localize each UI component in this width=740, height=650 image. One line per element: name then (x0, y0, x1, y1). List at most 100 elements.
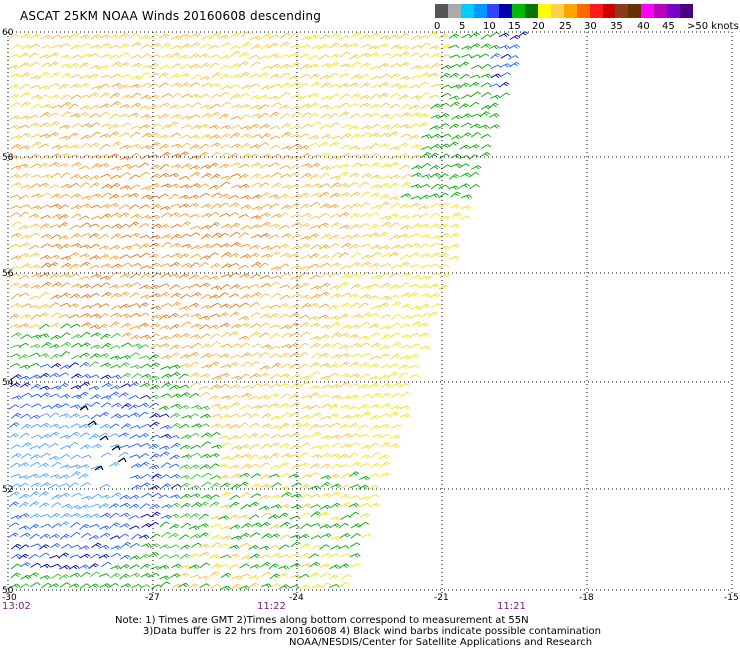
wind-barb (8, 64, 20, 70)
wind-barb (439, 273, 451, 278)
wind-barb (480, 105, 492, 110)
wind-barb (138, 223, 150, 228)
wind-barb (239, 342, 251, 348)
wind-barb (101, 382, 112, 388)
wind-barb (290, 105, 302, 111)
wind-barb (368, 313, 380, 318)
wind-barb (188, 583, 199, 589)
wind-barb (31, 141, 42, 148)
wind-barb (130, 443, 141, 448)
wind-barb (30, 104, 42, 109)
wind-barb (428, 152, 439, 159)
wind-barb (139, 382, 151, 388)
wind-barb (438, 252, 450, 258)
wind-barb (378, 454, 390, 460)
wind-barb (170, 243, 181, 248)
wind-barb (370, 355, 381, 360)
wind-barb (338, 171, 350, 178)
wind-barb (30, 174, 42, 179)
wind-barb (160, 234, 172, 239)
wind-barb (260, 561, 271, 568)
wind-barb (289, 402, 301, 408)
wind-barb (50, 353, 61, 360)
wind-barb (201, 353, 212, 359)
wind-barb (80, 143, 91, 149)
wind-barb (88, 233, 100, 239)
wind-barb (69, 144, 80, 149)
wind-barb (369, 66, 381, 70)
wind-barb (308, 472, 320, 478)
wind-barb (68, 482, 79, 488)
wind-barb (371, 274, 382, 280)
wind-barb (230, 343, 242, 348)
wind-barb (128, 404, 139, 410)
wind-barb (149, 242, 160, 248)
wind-barb (140, 513, 151, 518)
wind-barb (209, 134, 221, 139)
wind-barb (320, 82, 331, 89)
wind-barb (99, 573, 110, 578)
wind-barb (70, 94, 81, 100)
wind-barb (121, 403, 132, 409)
wind-barb (418, 322, 429, 328)
wind-barb (129, 454, 140, 459)
wind-barb (201, 172, 212, 179)
wind-barb (10, 205, 21, 210)
wind-barb (280, 233, 292, 238)
wind-barb (110, 402, 122, 408)
wind-barb (59, 135, 70, 141)
wind-barb (370, 84, 382, 89)
wind-barb (379, 132, 391, 138)
wind-barb (291, 493, 302, 499)
wind-barb (49, 273, 60, 279)
wind-barb (218, 464, 230, 469)
wind-barb (359, 373, 371, 380)
wind-barb (309, 215, 320, 220)
wind-barb (181, 243, 192, 249)
wind-barb (358, 433, 370, 438)
wind-barb (49, 82, 60, 88)
wind-barb (359, 102, 371, 108)
wind-barb (38, 162, 50, 169)
wind-barb (448, 123, 460, 130)
wind-barb (370, 75, 381, 80)
wind-barb (399, 45, 410, 50)
wind-barb (398, 383, 410, 388)
wind-barb (129, 243, 141, 248)
wind-barb (139, 394, 151, 400)
wind-barb (250, 473, 261, 479)
wind-barb (140, 573, 152, 578)
wind-barb (109, 512, 120, 519)
wind-barb (109, 312, 121, 318)
wind-barb (239, 373, 250, 380)
wind-barb (139, 334, 151, 340)
wind-barb (300, 303, 312, 309)
wind-barb (90, 44, 102, 50)
wind-barb (89, 255, 100, 260)
wind-barb (410, 233, 421, 238)
wind-barb (370, 174, 382, 180)
wind-barb (128, 412, 140, 417)
wind-barb (181, 163, 192, 169)
wind-barb (350, 533, 361, 539)
wind-barb (81, 123, 92, 128)
wind-barb (338, 183, 349, 188)
wind-barb (210, 542, 221, 549)
wind-barb (198, 532, 209, 538)
wind-barb (298, 145, 310, 150)
wind-barb (298, 352, 309, 358)
wind-barb (120, 322, 132, 328)
wind-barb (399, 61, 410, 68)
wind-barb (69, 572, 81, 578)
wind-barb (208, 463, 220, 470)
wind-barb (448, 174, 460, 180)
wind-barb (79, 261, 91, 268)
wind-barb (9, 115, 21, 120)
wind-barb (89, 122, 101, 128)
wind-barb (30, 84, 41, 89)
wind-barb (219, 54, 231, 60)
wind-barb (340, 324, 352, 330)
wind-barb (288, 584, 300, 589)
wind-barb (121, 245, 132, 251)
wind-barb (80, 134, 91, 140)
